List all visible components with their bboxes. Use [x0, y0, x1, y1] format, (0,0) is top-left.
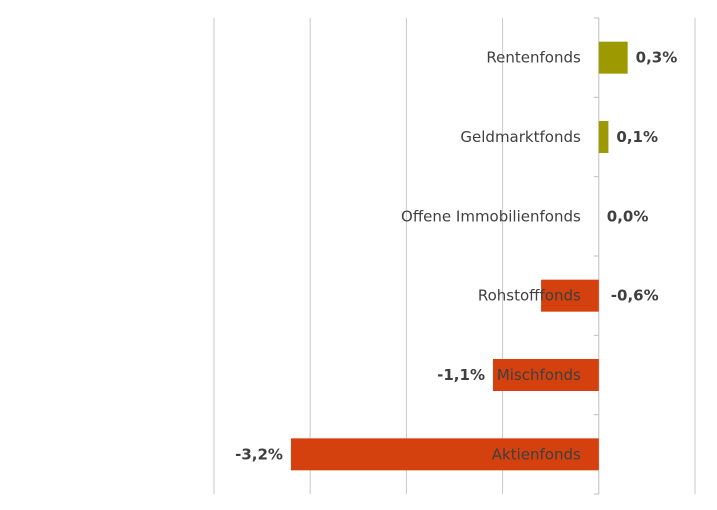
value-label: -1,1%	[437, 366, 485, 384]
category-label: Mischfonds	[497, 366, 581, 384]
value-labels: 0,3% 0,1% 0,0% -0,6% -1,1% -3,2%	[235, 49, 677, 464]
category-label: Geldmarktfonds	[460, 128, 581, 146]
category-label: Aktienfonds	[492, 445, 581, 463]
value-label: 0,0%	[607, 207, 649, 225]
category-label: Rentenfonds	[486, 49, 581, 67]
value-label: 0,1%	[616, 128, 658, 146]
category-labels: Rentenfonds Geldmarktfonds Offene Immobili…	[401, 49, 581, 464]
category-label: Rohstofffonds	[478, 287, 581, 305]
value-label: -0,6%	[611, 287, 659, 305]
zero-axis	[593, 17, 600, 495]
bar	[492, 359, 599, 391]
category-label: Offene Immobilienfonds	[401, 207, 581, 225]
bar	[598, 121, 609, 153]
value-label: -3,2%	[235, 445, 283, 463]
gridlines	[213, 18, 696, 494]
bar	[541, 279, 599, 312]
bar	[598, 41, 628, 74]
bars	[290, 41, 628, 471]
value-label: 0,3%	[636, 49, 678, 67]
bar	[290, 438, 599, 471]
